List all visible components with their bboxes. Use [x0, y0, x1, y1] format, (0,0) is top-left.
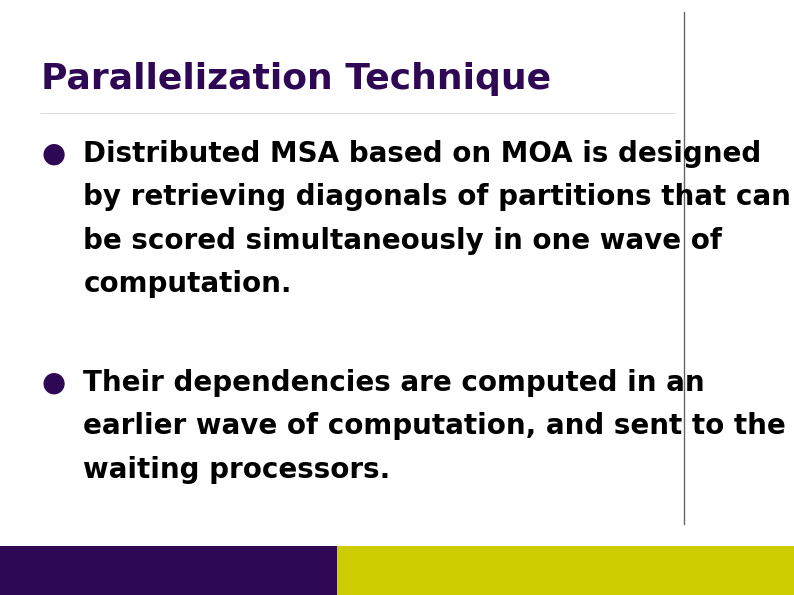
Bar [0, 546, 337, 595]
Bar [337, 546, 794, 595]
Text: Parallelization Technique: Parallelization Technique [41, 62, 551, 96]
Text: ●: ● [41, 369, 66, 397]
Text: Their dependencies are computed in an: Their dependencies are computed in an [83, 369, 705, 397]
Text: ●: ● [41, 140, 66, 168]
Text: by retrieving diagonals of partitions that can: by retrieving diagonals of partitions th… [83, 183, 792, 211]
Text: waiting processors.: waiting processors. [83, 456, 391, 484]
Text: Distributed MSA based on MOA is designed: Distributed MSA based on MOA is designed [83, 140, 761, 168]
Text: earlier wave of computation, and sent to the: earlier wave of computation, and sent to… [83, 412, 786, 440]
Text: be scored simultaneously in one wave of: be scored simultaneously in one wave of [83, 227, 723, 255]
Text: computation.: computation. [83, 270, 292, 298]
